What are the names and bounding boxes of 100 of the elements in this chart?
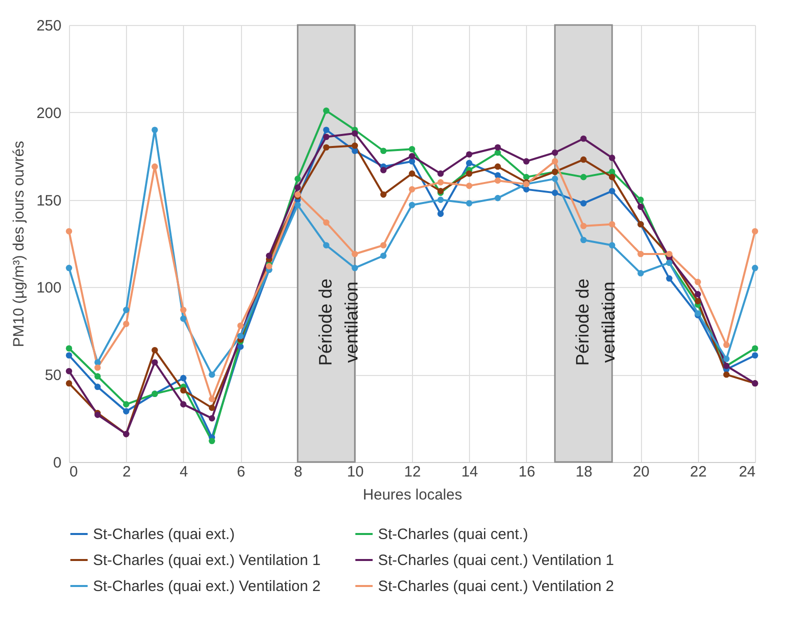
point <box>494 144 501 151</box>
x-tick-label: 20 <box>632 464 650 480</box>
point <box>494 177 501 184</box>
point <box>638 270 644 276</box>
point <box>552 190 558 196</box>
point <box>638 250 644 258</box>
point <box>94 384 101 390</box>
x-axis-title: Heures locales <box>362 486 462 504</box>
point <box>580 222 587 230</box>
point <box>723 342 730 348</box>
point <box>552 176 558 182</box>
point <box>608 221 616 228</box>
point <box>408 186 416 192</box>
y-axis-title: PM10 (µg/m³) des jours ouvrés <box>10 140 28 348</box>
point <box>466 182 472 189</box>
point <box>723 356 730 362</box>
point <box>694 291 701 298</box>
point <box>408 170 416 177</box>
x-tick-label: 24 <box>738 464 756 480</box>
point <box>380 166 387 174</box>
point <box>580 174 587 180</box>
y-tick-label: 200 <box>36 104 62 122</box>
point <box>608 154 616 162</box>
point <box>294 184 301 191</box>
point <box>66 368 72 374</box>
point <box>123 306 130 314</box>
legend-label: St-Charles (quai ext.) Ventilation 1 <box>93 552 321 569</box>
x-tick-label: 14 <box>461 464 478 480</box>
point <box>523 186 530 192</box>
point <box>580 200 587 206</box>
point <box>180 374 186 382</box>
point <box>180 306 186 314</box>
point <box>666 275 672 282</box>
point <box>523 158 530 164</box>
point <box>66 352 72 359</box>
point <box>580 135 587 142</box>
point <box>694 298 701 304</box>
point <box>66 380 72 386</box>
y-tick-label: 250 <box>36 18 62 34</box>
point <box>408 146 416 152</box>
point <box>608 168 616 175</box>
point <box>208 371 216 378</box>
point <box>152 359 158 366</box>
point <box>752 345 758 352</box>
point <box>237 322 244 329</box>
x-tick-label: 6 <box>236 464 246 480</box>
point <box>694 278 701 286</box>
x-tick-label: 2 <box>122 464 131 480</box>
point <box>466 160 472 166</box>
point <box>380 242 387 248</box>
point <box>437 196 444 203</box>
y-tick-label: 150 <box>36 192 62 210</box>
point <box>294 176 301 182</box>
point <box>552 158 558 164</box>
x-tick-label: 4 <box>180 464 188 480</box>
band-label: Période de ventilation <box>572 278 618 366</box>
point <box>352 142 358 149</box>
point <box>180 316 186 322</box>
x-tick-label: 8 <box>294 464 302 480</box>
point <box>323 219 330 226</box>
point <box>94 364 101 371</box>
point <box>352 264 358 272</box>
point <box>380 148 387 154</box>
point <box>466 170 472 177</box>
y-tick-label: 100 <box>36 280 62 297</box>
x-tick-label: 0 <box>70 464 78 480</box>
x-tick-label: 18 <box>576 464 592 480</box>
point <box>437 179 444 186</box>
point <box>66 228 72 234</box>
point <box>352 130 358 137</box>
point <box>180 387 186 394</box>
point <box>608 188 616 194</box>
point <box>752 264 758 272</box>
point <box>323 144 330 151</box>
point <box>638 196 644 203</box>
point <box>466 151 472 158</box>
point <box>208 438 216 444</box>
point <box>323 134 330 140</box>
point <box>408 158 416 164</box>
point <box>152 126 158 134</box>
point <box>152 346 158 354</box>
point <box>494 149 501 156</box>
point <box>180 401 186 408</box>
point <box>208 415 216 422</box>
legend-label: St-Charles (quai ext.) <box>93 526 235 543</box>
point <box>580 236 587 244</box>
point <box>352 148 358 154</box>
point <box>552 149 558 156</box>
point <box>123 401 130 408</box>
point <box>437 210 444 217</box>
point <box>638 204 644 210</box>
point <box>323 126 330 134</box>
x-tick-label: 16 <box>518 464 536 480</box>
point <box>723 371 730 378</box>
x-tick-label: 12 <box>404 464 421 480</box>
point <box>294 202 301 208</box>
point <box>208 404 216 411</box>
y-tick-label: 50 <box>44 367 62 384</box>
point <box>94 373 101 380</box>
point <box>266 252 272 259</box>
